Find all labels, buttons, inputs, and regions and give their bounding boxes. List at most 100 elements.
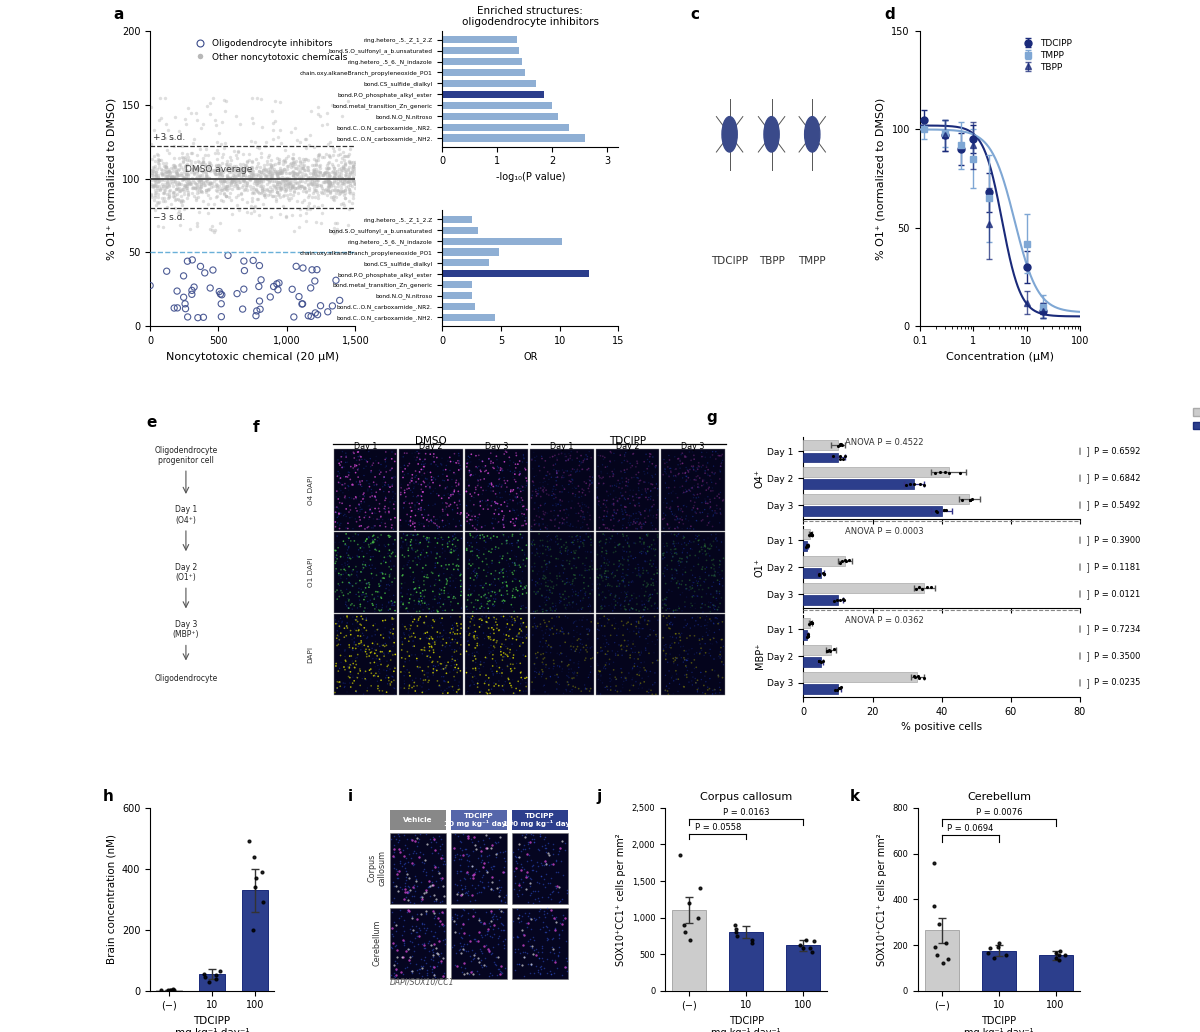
Point bbox=[528, 485, 547, 502]
Point bbox=[636, 640, 655, 656]
Point bbox=[372, 656, 391, 673]
Point bbox=[312, 180, 331, 196]
Bar bbox=[443, 112, 558, 120]
Point bbox=[671, 460, 690, 477]
Point bbox=[326, 505, 346, 521]
Point bbox=[494, 849, 514, 866]
Point bbox=[382, 939, 401, 956]
Point bbox=[468, 512, 487, 528]
Point bbox=[541, 512, 560, 528]
Point bbox=[461, 512, 480, 528]
Point bbox=[149, 170, 168, 187]
Point bbox=[557, 571, 576, 587]
Point bbox=[430, 841, 449, 858]
Point bbox=[431, 590, 450, 607]
Point bbox=[347, 452, 366, 469]
Y-axis label: MBP⁺: MBP⁺ bbox=[755, 643, 764, 670]
Point bbox=[385, 965, 404, 981]
Point bbox=[299, 197, 318, 214]
Point bbox=[186, 159, 205, 175]
Point bbox=[674, 619, 694, 636]
Point bbox=[656, 678, 676, 695]
Point bbox=[415, 451, 434, 467]
Point bbox=[497, 583, 516, 600]
Point bbox=[440, 462, 460, 479]
Point bbox=[143, 164, 162, 181]
Point bbox=[527, 574, 546, 590]
Point bbox=[407, 650, 426, 667]
Point bbox=[510, 621, 529, 638]
Point bbox=[577, 516, 596, 533]
Point bbox=[499, 631, 518, 647]
Point bbox=[331, 654, 350, 671]
Point bbox=[473, 452, 492, 469]
Point bbox=[384, 928, 403, 944]
Point bbox=[656, 507, 676, 523]
Point bbox=[161, 160, 180, 176]
Point bbox=[492, 668, 511, 684]
Point bbox=[491, 563, 510, 580]
Point bbox=[179, 100, 198, 117]
Point bbox=[445, 847, 464, 864]
Point bbox=[692, 542, 712, 558]
Point bbox=[446, 475, 466, 491]
Point bbox=[446, 632, 466, 648]
Point bbox=[667, 650, 686, 667]
Point bbox=[481, 625, 500, 642]
Point bbox=[436, 674, 455, 690]
Point bbox=[331, 678, 350, 695]
Point bbox=[341, 458, 360, 475]
Point bbox=[547, 577, 566, 593]
Point bbox=[344, 634, 364, 650]
Text: P = 0.0076: P = 0.0076 bbox=[976, 808, 1022, 817]
Point bbox=[673, 543, 692, 559]
Point bbox=[552, 646, 571, 663]
Point bbox=[461, 467, 480, 484]
Point bbox=[656, 602, 676, 618]
Point bbox=[432, 682, 451, 699]
Point bbox=[294, 179, 313, 195]
Point bbox=[281, 176, 300, 193]
Point bbox=[192, 163, 211, 180]
Point bbox=[326, 189, 346, 205]
Point bbox=[352, 478, 371, 494]
Point bbox=[338, 540, 358, 556]
Point bbox=[342, 490, 361, 507]
Point bbox=[432, 457, 451, 474]
Point bbox=[595, 608, 614, 624]
Point bbox=[665, 635, 684, 651]
Point bbox=[526, 659, 545, 676]
Point bbox=[394, 499, 413, 516]
Point bbox=[691, 618, 710, 635]
Point bbox=[461, 933, 480, 949]
Point bbox=[433, 541, 452, 557]
Point bbox=[522, 536, 541, 552]
Point bbox=[605, 556, 624, 573]
Point bbox=[534, 960, 553, 976]
Point bbox=[194, 162, 214, 179]
Point bbox=[431, 894, 450, 910]
Point bbox=[572, 461, 592, 478]
Point bbox=[594, 525, 613, 542]
Point bbox=[342, 577, 361, 593]
Point bbox=[505, 548, 524, 565]
Point bbox=[532, 868, 551, 884]
Point bbox=[325, 542, 344, 558]
Point bbox=[407, 554, 426, 571]
Point bbox=[348, 569, 367, 585]
Point bbox=[342, 632, 361, 648]
Point bbox=[630, 544, 649, 560]
Point bbox=[490, 506, 509, 522]
Point bbox=[503, 599, 522, 615]
Point bbox=[400, 949, 419, 966]
Point bbox=[559, 484, 578, 501]
Point bbox=[674, 541, 694, 557]
Point bbox=[515, 547, 534, 563]
Point bbox=[353, 556, 372, 573]
Point bbox=[473, 851, 492, 868]
Point bbox=[510, 913, 529, 930]
Point bbox=[686, 462, 706, 479]
Point bbox=[250, 185, 269, 201]
Point bbox=[704, 534, 724, 550]
Point bbox=[398, 526, 418, 543]
